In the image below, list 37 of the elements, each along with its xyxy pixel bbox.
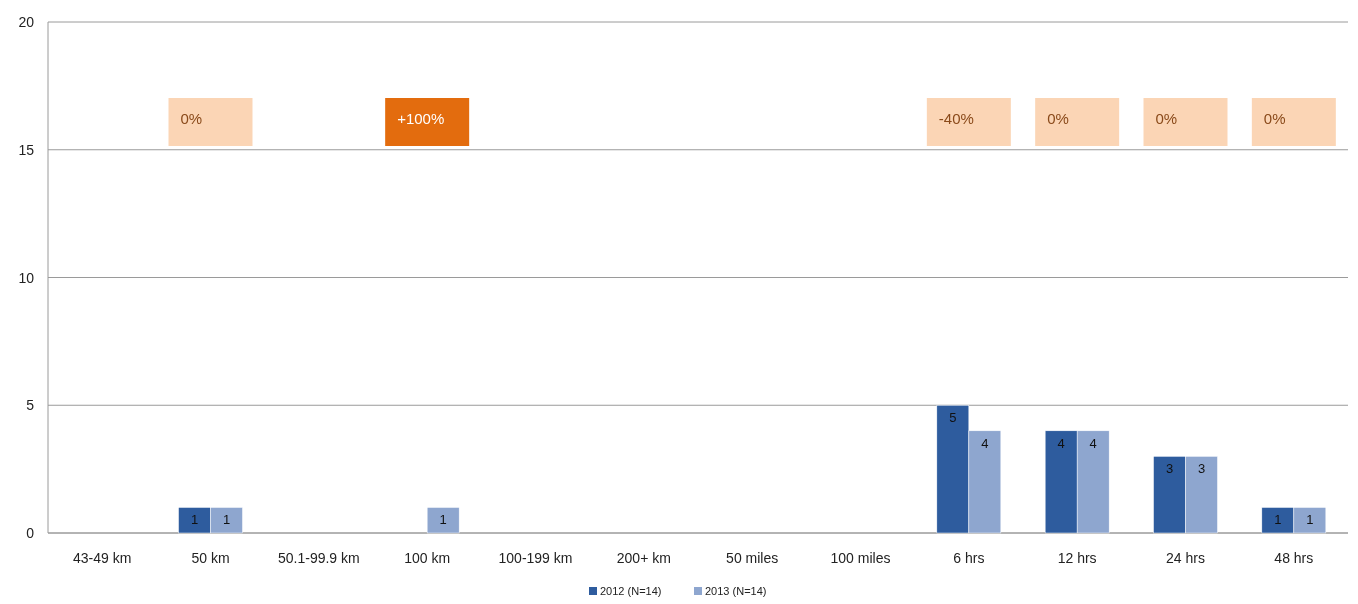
annotation: 0% — [180, 110, 203, 127]
x-tick-label: 48 hrs — [1274, 550, 1314, 566]
x-tick-label: 100 km — [404, 550, 451, 566]
annotation: -40% — [938, 110, 974, 127]
annotation: 0% — [1047, 110, 1069, 127]
legend-label: 2013 (N=14) — [705, 585, 767, 597]
data-label: 3 — [1197, 461, 1206, 477]
x-tick-label: 50.1-99.9 km — [277, 550, 360, 566]
x-tick-label: 12 hrs — [1057, 550, 1097, 566]
data-label: 3 — [1165, 461, 1174, 477]
bar — [426, 507, 460, 534]
annotation: +100% — [397, 110, 445, 127]
data-label: 4 — [1057, 435, 1065, 451]
x-tick-label: 100-199 km — [498, 550, 573, 566]
data-label: 1 — [1274, 512, 1282, 528]
x-tick-label: 6 hrs — [953, 550, 985, 566]
data-label: 1 — [1306, 512, 1314, 528]
data-label: 5 — [949, 410, 957, 426]
annotation: 0% — [1263, 110, 1286, 127]
x-tick-label: 24 hrs — [1166, 550, 1205, 566]
x-tick-label: 43-49 km — [72, 550, 132, 566]
y-tick-label: 20 — [18, 14, 35, 30]
x-tick-label: 50 miles — [726, 550, 779, 566]
x-tick-label: 200+ km — [616, 550, 671, 566]
y-tick-label: 0 — [26, 525, 35, 541]
data-label: 1 — [190, 512, 199, 528]
data-label: 1 — [439, 512, 447, 528]
x-tick-label: 50 km — [191, 550, 230, 566]
y-tick-label: 15 — [18, 141, 35, 158]
annotation: 0% — [1155, 110, 1178, 127]
y-tick-label: 10 — [18, 269, 35, 286]
x-tick-label: 100 miles — [830, 550, 891, 566]
data-label: 4 — [1089, 435, 1097, 451]
data-label: 1 — [222, 512, 231, 528]
y-tick-label: 5 — [26, 397, 35, 414]
data-label: 4 — [981, 435, 989, 451]
legend-label: 2012 (N=14) — [600, 585, 662, 597]
